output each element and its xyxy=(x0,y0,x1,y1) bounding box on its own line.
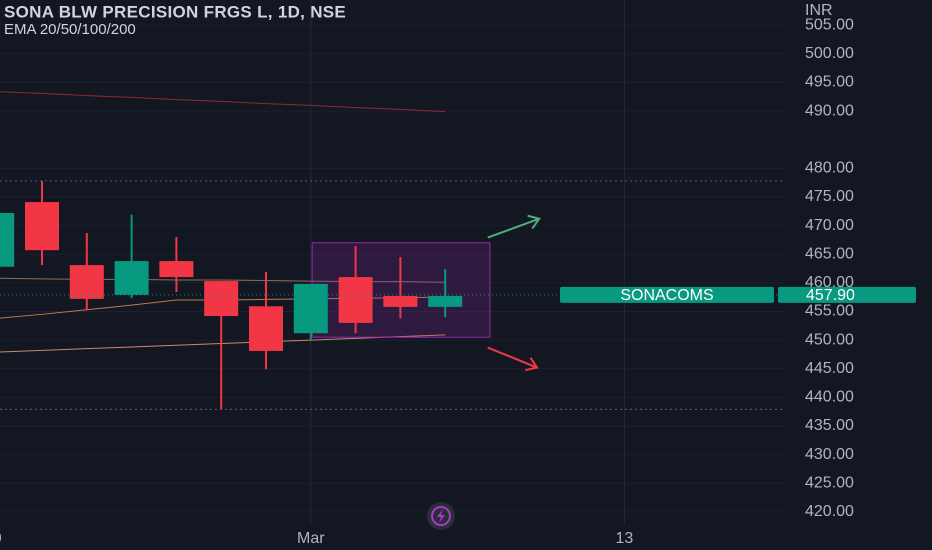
y-tick-label: 490.00 xyxy=(805,102,854,119)
candle-body xyxy=(293,283,328,334)
y-tick-label: 495.00 xyxy=(805,74,854,91)
candle-body xyxy=(383,295,418,307)
y-tick-label: 465.00 xyxy=(805,245,854,262)
candle-body xyxy=(428,295,463,307)
symbol-tag xyxy=(560,286,774,303)
y-tick-label: 475.00 xyxy=(805,188,854,205)
ema-line xyxy=(0,91,446,113)
y-tick-label: 500.00 xyxy=(805,45,854,62)
x-tick-label: Mar xyxy=(297,530,325,547)
y-tick-label: 470.00 xyxy=(805,217,854,234)
price-tag xyxy=(778,286,916,303)
chart-title: SONA BLW PRECISION FRGS L, 1D, NSE xyxy=(4,2,346,21)
y-tick-label: 455.00 xyxy=(805,303,854,320)
candle-body xyxy=(114,261,149,295)
candle-body xyxy=(204,281,239,317)
y-tick-label: 420.00 xyxy=(805,503,854,520)
candle-body xyxy=(338,277,373,323)
x-tick-label: 0 xyxy=(0,530,2,547)
y-tick-label: 460.00 xyxy=(805,274,854,291)
button-ring xyxy=(431,506,451,526)
lightning-icon xyxy=(437,509,445,523)
y-tick-label: 435.00 xyxy=(805,417,854,434)
candle-body xyxy=(159,261,194,278)
y-tick-label: 445.00 xyxy=(805,360,854,377)
lightning-button[interactable] xyxy=(427,502,455,530)
candle-body xyxy=(25,202,59,251)
candle-body xyxy=(69,265,104,299)
arrow xyxy=(487,214,541,239)
y-tick-label: 450.00 xyxy=(805,331,854,348)
candle-body xyxy=(249,306,283,351)
candle-body xyxy=(0,212,15,267)
currency: INR xyxy=(805,2,833,19)
arrow xyxy=(487,346,539,372)
plot xyxy=(0,0,785,525)
y-tick-label: 505.00 xyxy=(805,16,854,33)
indicator-label: EMA 20/50/100/200 xyxy=(4,21,136,38)
price-tag-text: 457.90 xyxy=(806,287,855,304)
y-tick-label: 425.00 xyxy=(805,474,854,491)
y-tick-label: 440.00 xyxy=(805,389,854,406)
x-tick-label: 13 xyxy=(616,530,634,547)
symbol-tag-text: SONACOMS xyxy=(620,287,713,304)
y-tick-label: 430.00 xyxy=(805,446,854,463)
y-tick-label: 480.00 xyxy=(805,160,854,177)
